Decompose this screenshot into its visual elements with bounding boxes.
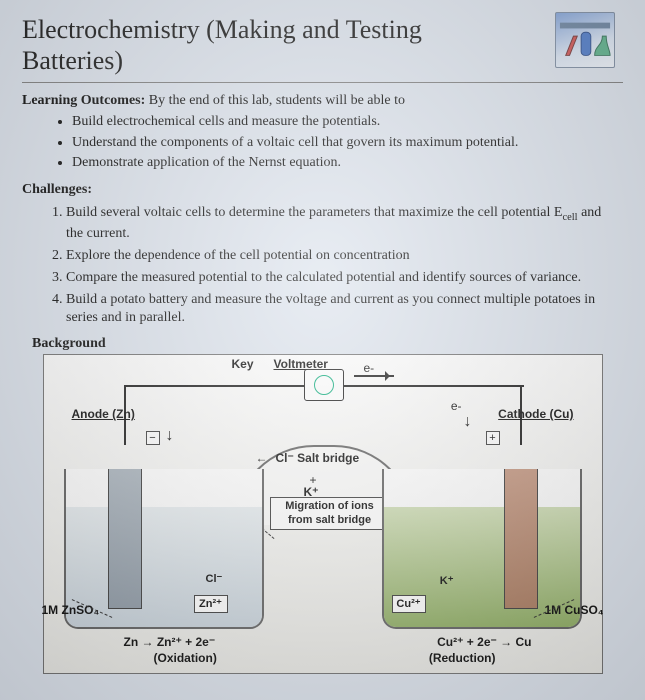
left-solution-label: 1M ZnSO₄ [42,603,100,617]
learning-outcomes-lead: Learning Outcomes: By the end of this la… [22,93,405,108]
learning-outcomes-lead-text: By the end of this lab, students will be… [145,93,405,108]
lab-equipment-icon [555,12,615,68]
voltaic-cell-diagram: Key Voltmeter e- Anode (Zn) Cathode (Cu)… [43,354,603,674]
electron-arrow-top [354,375,394,377]
salt-bridge-label: Cl⁻ Salt bridge [276,451,360,465]
background-heading: Background [32,336,623,352]
list-item: Build electrochemical cells and measure … [72,113,623,131]
pos-terminal: + [486,431,500,445]
right-process: (Reduction) [429,651,496,665]
k-label: K⁺ [440,574,454,587]
challenges-heading: Challenges: [22,182,623,198]
zn2-box: Zn²⁺ [194,595,228,613]
page-title: Electrochemistry (Making and Testing Bat… [22,14,502,76]
learning-outcomes-list: Build electrochemical cells and measure … [72,113,623,172]
list-item: Explore the dependence of the cell poten… [66,247,623,266]
salt-bridge-arrow: ← [256,451,268,465]
anode-label: Anode (Zn) [72,407,135,421]
cathode-label: Cathode (Cu) [498,407,573,421]
list-item: Demonstrate application of the Nernst eq… [72,154,623,172]
cl-label: Cl⁻ [206,572,223,585]
title-rule [22,82,623,83]
left-process: (Oxidation) [154,651,217,665]
migration-line1: Migration of ions [285,500,374,512]
learning-outcomes-label: Learning Outcomes: [22,93,145,108]
cu2-box: Cu²⁺ [392,595,426,613]
voltmeter-icon [304,369,344,401]
neg-terminal: − [146,431,160,445]
right-equation: Cu²⁺ + 2e⁻ → Cu [437,635,531,649]
key-label: Key [232,357,254,371]
migration-box: Migration of ions from salt bridge [270,497,390,529]
right-solution-label: 1M CuSO₄ [544,603,603,617]
arrow-down-right: ↓ [464,413,472,431]
zn-electrode [108,469,142,609]
cu-electrode [504,469,538,609]
electron-label-right: e- [451,399,462,413]
list-item: Build several voltaic cells to determine… [66,204,623,244]
electron-label-top: e- [364,361,375,375]
list-item: Understand the components of a voltaic c… [72,134,623,152]
list-item: Build a potato battery and measure the v… [66,291,623,329]
left-equation: Zn → Zn²⁺ + 2e⁻ [124,635,216,649]
challenges-list: Build several voltaic cells to determine… [66,204,623,328]
arrow-down-left: ↓ [166,427,174,445]
list-item: Compare the measured potential to the ca… [66,269,623,288]
migration-line2: from salt bridge [288,514,371,526]
